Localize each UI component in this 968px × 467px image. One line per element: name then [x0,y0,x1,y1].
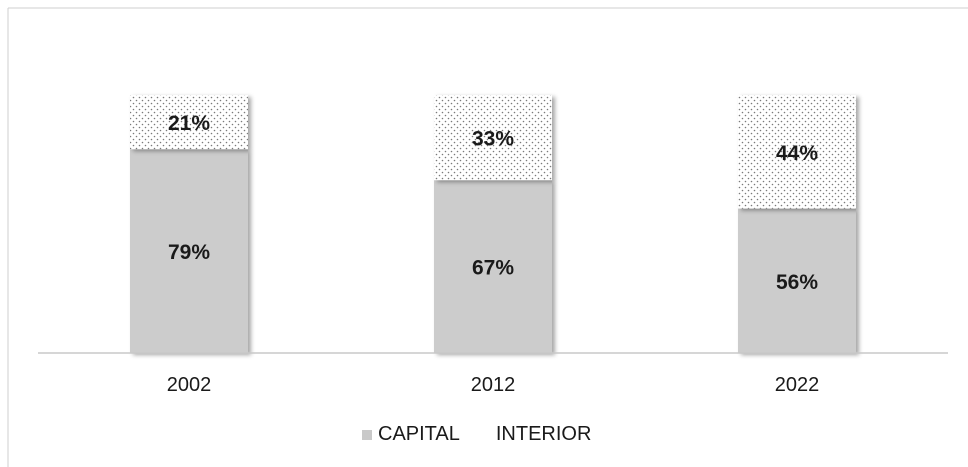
bar-capital-2012 [434,180,552,353]
legend-item-interior: INTERIOR [496,423,592,446]
data-label-capital-2022: 56% [776,271,818,294]
legend: CAPITAL INTERIOR [362,423,627,446]
bar-capital-2022 [738,208,856,353]
legend-item-capital: CAPITAL [362,423,460,446]
bar-capital-2002 [130,149,248,353]
bars-layer [130,95,856,353]
bar-interior-2002 [130,95,248,150]
labels-layer: 79% 21% 67% 33% 56% 44% [168,112,818,294]
legend-swatch-capital [362,429,372,440]
data-label-capital-2012: 67% [472,257,514,280]
data-label-capital-2002: 79% [168,241,210,264]
legend-label-interior: INTERIOR [495,423,592,445]
data-label-interior-2002: 21% [168,112,210,135]
x-tick-label-2012: 2012 [471,374,516,396]
x-tick-label-2022: 2022 [775,374,820,396]
bar-interior-2022 [738,95,856,209]
x-tick-label-2002: 2002 [167,374,212,396]
data-label-interior-2012: 33% [472,128,514,151]
x-tick-labels: 2002 2012 2022 [167,374,820,396]
bar-interior-2012 [434,95,552,181]
data-label-interior-2022: 44% [776,142,818,165]
legend-label-capital: CAPITAL [378,423,460,445]
